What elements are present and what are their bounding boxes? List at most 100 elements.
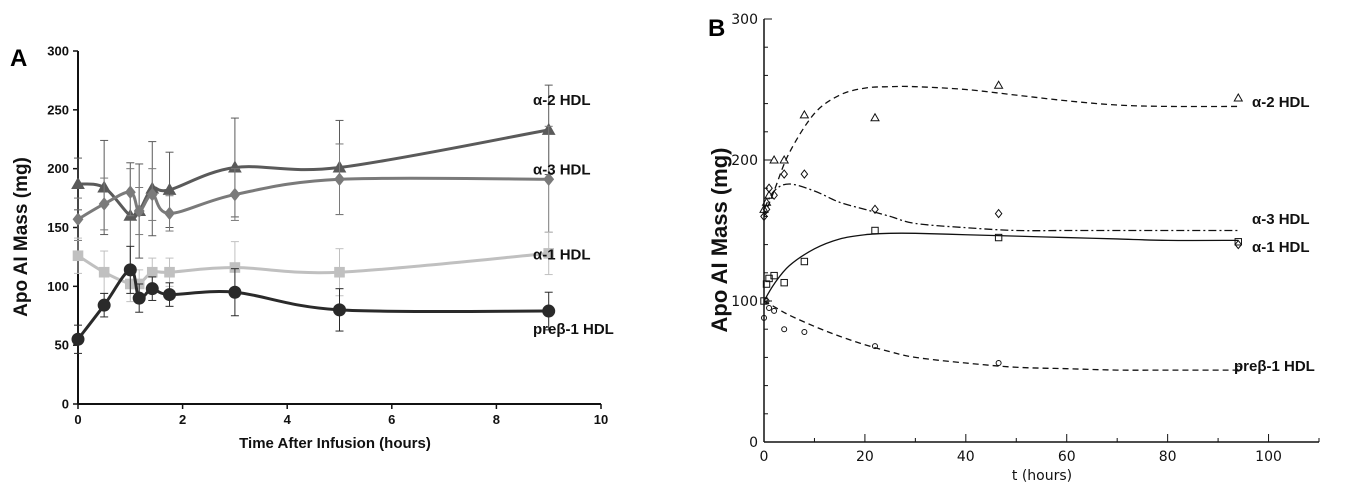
panel-a-series-line [77,251,549,287]
panel-b-data-point [765,183,773,194]
panel-b-data-point [781,326,788,333]
panel-b-y-axis-label: Apo AI Mass (mg) [707,148,732,333]
panel-b-fit-line [763,85,1239,217]
panel-a-data-point [164,206,175,221]
panel-b-x-tick-label: 20 [856,449,874,465]
panel-a-data-point [71,332,85,346]
panel-b-series-label: α-2 HDL [1252,94,1310,111]
panel-b-series-label: α-3 HDL [1252,211,1310,228]
panel-b-data-point [761,314,767,321]
panel-b-data-point [770,190,778,201]
panel-a-y-tick-label: 150 [47,220,69,235]
panel-a-data-point [333,303,346,317]
panel-a-data-point [98,266,110,278]
panel-a-data-point [71,176,85,189]
panel-b-data-point [801,329,808,336]
panel-b-series-prebeta-1-hdl [761,298,1242,372]
panel-b-y-tick-label: 100 [731,294,758,310]
panel-b-data-point [766,305,773,312]
panel-b-data-point [993,80,1004,89]
panel-a-series-line [77,176,549,221]
panel-b-data-point [780,278,788,287]
panel-a-data-point [163,288,177,302]
panel-a-y-tick-label: 250 [47,102,69,117]
panel-b-data-point [769,154,779,164]
panel-a-data-point [124,185,136,200]
panel-a-series-alpha-3-hdl: α-3 HDL [72,125,591,241]
panel-b-data-point [1234,238,1242,246]
panel-b-x-tick-label: 60 [1058,449,1076,465]
panel-b: B Apo AI Mass (mg) t (hours) 0 100 200 300 0… [707,12,1320,484]
panel-a-x-tick-label: 10 [594,412,608,427]
panel-a-data-point [146,187,158,202]
panel-a-x-tick-label: 6 [388,412,395,427]
panel-b-data-point [1233,92,1244,102]
panel-a-y-tick-label: 0 [62,397,69,412]
panel-b-letter: B [708,15,725,42]
panel-a-data-point [164,266,175,278]
panel-a-series-label: α-3 HDL [533,161,591,178]
panel-b-x-tick-label: 80 [1159,449,1177,465]
panel-a-data-point [334,172,345,187]
panel-b-series-label: preβ-1 HDL [1234,358,1315,375]
panel-b-data-point [871,226,879,235]
panel-a-data-point [72,250,84,262]
panel-a-data-point [229,187,241,202]
panel-a-data-point [146,266,158,278]
panel-a-x-tick-label: 0 [74,412,81,427]
panel-b-data-point [872,343,878,350]
panel-a-series-label: α-1 HDL [533,246,591,263]
panel-a-data-point [145,282,159,296]
panel-b-data-point [870,112,880,122]
panel-b-fit-line [763,300,1239,371]
panel-b-y-tick-label: 200 [731,153,758,169]
panel-a-letter: A [10,45,27,72]
panel-a-series-alpha-2-hdl: α-2 HDL [71,84,591,270]
panel-b-y-tick-label: 0 [749,435,758,451]
panel-a-x-tick-label: 2 [179,412,186,427]
panel-b-data-point [762,280,771,288]
panel-b-data-point [800,169,809,179]
panel-b-y-tick-label: 300 [731,12,758,28]
panel-b-fit-line [763,183,1239,232]
panel-a: A Apo AI Mass (mg) Time After Infusion (… [10,44,614,453]
panel-a-series-line [77,128,549,219]
panel-b-series-alpha-3-hdl [760,169,1243,250]
panel-b-x-tick-label: 40 [957,449,975,465]
panel-a-series-label: α-2 HDL [533,92,591,109]
panel-a-data-point [72,212,84,227]
panel-b-data-point [763,298,770,304]
panel-a-x-tick-label: 4 [284,412,292,427]
panel-b-data-point [994,208,1003,219]
panel-a-series-line [76,268,549,341]
panel-a-series-prebeta-1-hdl: preβ-1 HDL [71,245,614,354]
panel-a-data-point [334,266,345,278]
panel-a-data-point [97,298,111,312]
panel-a-y-axis-label: Apo AI Mass (mg) [11,157,32,317]
panel-b-data-point [762,204,771,215]
panel-a-y-tick-label: 300 [47,44,69,59]
panel-a-data-point [98,197,110,211]
panel-a-x-axis-label: Time After Infusion (hours) [239,435,431,452]
panel-a-data-point [162,182,177,195]
panel-b-data-point [779,154,790,164]
panel-b-data-point [1235,365,1242,372]
panel-b-data-point [780,169,789,179]
panel-b-data-point [771,307,778,314]
panel-b-data-point [770,271,778,280]
panel-b-x-tick-label: 0 [760,449,769,465]
panel-b-fit-line [763,232,1239,302]
panel-a-data-point [543,172,555,187]
panel-a-y-tick-label: 50 [55,338,69,353]
panel-b-data-point [800,257,809,266]
panel-a-data-point [543,248,555,259]
panel-a-data-point [542,304,556,318]
panel-b-x-tick-label: 100 [1255,449,1282,465]
panel-b-data-point [871,204,879,215]
panel-a-x-tick-label: 8 [493,412,500,427]
panel-a-data-point [132,291,146,305]
panel-b-data-point [995,360,1002,367]
panel-a-series-label: preβ-1 HDL [533,321,614,338]
panel-b-data-point [1234,239,1243,250]
